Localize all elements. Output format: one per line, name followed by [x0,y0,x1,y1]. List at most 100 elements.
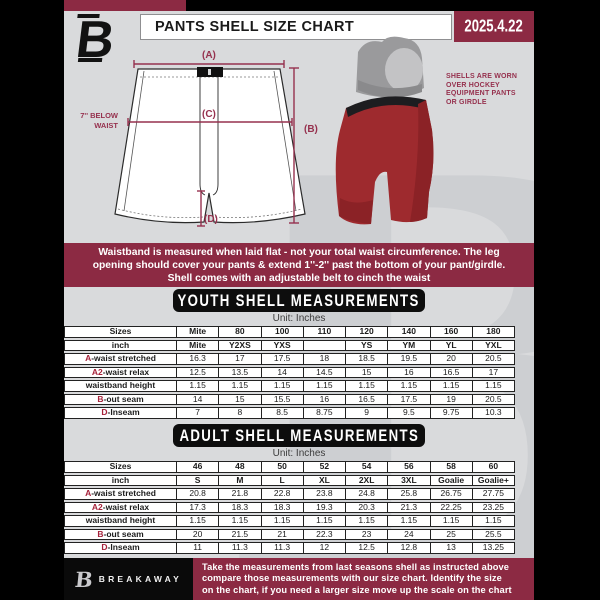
value-cell: 19 [430,393,473,405]
adult-measurements-table: Sizes 46 48 50 52 54 56 58 60 inch S M L XL 2XL 3XL Goal… [64,459,515,556]
text-line: SHELLS ARE WORN [446,73,518,80]
pants-measurement-diagram: (A) (B) (C) (D) 7'' BELOW WAIST [68,44,334,240]
value-cell: 1.15 [219,380,262,392]
value-cell: 18 [303,353,346,365]
value-cell: 1.15 [346,515,389,527]
value-cell: 1.15 [430,515,473,527]
value-cell: 52 [303,461,346,473]
value-cell: 12.5 [346,542,389,554]
value-cell: 23 [346,528,389,540]
value-cell: Mite [177,326,220,338]
value-cell: 21.3 [388,501,431,513]
value-cell: 1.15 [177,380,220,392]
table-row: A-waist stretched 16.3 17 17.5 18 18.5 19.5 20 2… [64,353,515,365]
value-cell: L [261,474,304,486]
value-cell: 20.8 [177,488,220,500]
row-label: Sizes [64,461,177,473]
value-cell: 48 [219,461,262,473]
value-cell: 110 [303,326,346,338]
value-cell: 11.3 [219,542,262,554]
value-cell: 16 [388,366,431,378]
row-label-accent: A [85,353,92,363]
row-label-accent: D [101,542,108,552]
table-row: A2-waist relax 12.5 13.5 14 14.5 15 16 16.5 17 [64,366,515,378]
page-title: PANTS SHELL SIZE CHART [140,14,452,40]
value-cell: 8.5 [261,407,304,419]
footer-note: Take the measurements from last seasons … [193,558,534,600]
value-cell: 9.75 [430,407,473,419]
table-row: B-out seam 20 21.5 21 22.3 23 24 25 25.5 [64,528,515,540]
value-cell: 3XL [388,474,431,486]
value-cell: 14 [177,393,220,405]
value-cell: 20 [430,353,473,365]
table-row: inch S M L XL 2XL 3XL Goalie Goalie+ [64,474,515,486]
footer-logo-icon: B [73,566,95,592]
value-cell: 160 [430,326,473,338]
value-cell: 13.5 [219,366,262,378]
table-row: B-out seam 14 15 15.5 16 16.5 17.5 19 20.5 [64,393,515,405]
value-cell: 18.5 [346,353,389,365]
row-label: A2-waist relax [64,366,177,378]
value-cell: 23.8 [303,488,346,500]
value-cell: 12.5 [177,366,220,378]
value-cell: 25.5 [472,528,515,540]
value-cell: 15.5 [261,393,304,405]
value-cell: 1.15 [303,380,346,392]
value-cell: 18.3 [261,501,304,513]
value-cell: 16.3 [177,353,220,365]
value-cell: 1.15 [346,380,389,392]
value-cell: 13.25 [472,542,515,554]
value-cell: 19.3 [303,501,346,513]
value-cell: 14.5 [303,366,346,378]
value-cell: 1.15 [261,515,304,527]
shell-photo-caption: SHELLS ARE WORN OVER HOCKEY EQUIPMENT PANT… [446,73,534,107]
footer-brand: B BREAKAWAY [64,558,193,600]
value-cell: 17 [472,366,515,378]
value-cell: 46 [177,461,220,473]
row-label: Sizes [64,326,177,338]
value-cell: 21 [261,528,304,540]
adult-section-title: ADULT SHELL MEASUREMENTS [179,426,419,445]
value-cell: 20.3 [346,501,389,513]
text-line: compare those measurements with our size… [202,573,502,584]
value-cell: 18.3 [219,501,262,513]
value-cell: 22.3 [303,528,346,540]
value-cell: 1.15 [177,515,220,527]
value-cell: 21.5 [219,528,262,540]
row-label: waistband height [64,515,177,527]
top-accent-strip [64,0,186,11]
page-content: B B PANTS SHELL SIZE CHART 2025.4.22 [64,0,534,600]
table-row: A-waist stretched 20.8 21.8 22.8 23.8 24.8 25.… [64,488,515,500]
value-cell: Goalie [430,474,473,486]
value-cell: 12.8 [388,542,431,554]
row-label-accent: D [101,407,108,417]
value-cell: YXS [261,339,304,351]
value-cell: 22.25 [430,501,473,513]
value-cell: 1.15 [472,380,515,392]
table-row: waistband height 1.15 1.15 1.15 1.15 1.15 1.15… [64,380,515,392]
row-label-accent: B [97,528,104,539]
value-cell: 1.15 [261,380,304,392]
value-cell: 56 [388,461,431,473]
table-row: A2-waist relax 17.3 18.3 18.3 19.3 20.3 21.3 22… [64,501,515,513]
shell-photo [330,30,455,235]
text-line: Take the measurements from last seasons … [202,561,510,572]
value-cell: 10.3 [472,407,515,419]
row-label: D-Inseam [64,542,177,554]
value-cell: 24 [388,528,431,540]
waist-note-line2: WAIST [94,121,118,130]
value-cell: 100 [261,326,304,338]
youth-measurements-table: Sizes Mite 80 100 110 120 140 160 180 inch Mite Y2X… [64,324,515,421]
value-cell: 54 [346,461,389,473]
value-cell: Y2XS [219,339,262,351]
table-row: D-Inseam 11 11.3 11.3 12 12.5 12.8 13 13.25 [64,542,515,554]
date-badge: 2025.4.22 [454,11,534,42]
date-text: 2025.4.22 [464,16,524,36]
breakaway-logo-icon: B [73,11,128,69]
value-cell: S [177,474,220,486]
value-cell: 8.75 [303,407,346,419]
value-cell: 12 [303,542,346,554]
table-row: waistband height 1.15 1.15 1.15 1.15 1.15 1.15… [64,515,515,527]
table-row: Sizes Mite 80 100 110 120 140 160 180 [64,326,515,338]
value-cell: 26.75 [430,488,473,500]
